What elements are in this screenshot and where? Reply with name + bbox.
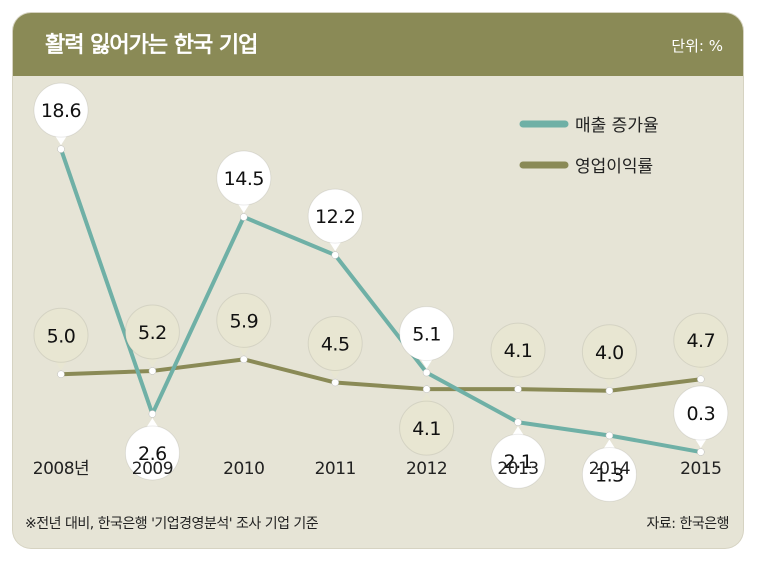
sales-value-3-bubble	[307, 188, 363, 244]
profit-point-1	[148, 367, 157, 375]
source-note: 자료: 한국은행	[646, 516, 730, 532]
x-tick-label-0: 2008년	[33, 459, 89, 479]
x-tick-label-6: 2014	[589, 459, 630, 479]
profit-point-0	[57, 370, 65, 378]
series-line-sales	[59, 148, 702, 455]
legend-label-sales: 매출 증가율	[575, 116, 659, 136]
sales-value-2-label: 14.5	[224, 168, 264, 190]
legend-label-profit: 영업이익률	[575, 157, 653, 177]
profit-point-5	[514, 385, 522, 393]
profit-value-0-bubble	[33, 307, 89, 363]
sales-point-4	[422, 368, 431, 377]
profit-value-3-label: 4.5	[321, 334, 350, 356]
profit-value-6-bubble	[581, 324, 637, 380]
sales-value-5-label: 2.1	[504, 451, 533, 473]
profit-value-4-bubble	[399, 400, 455, 456]
sales-point-1	[148, 410, 157, 418]
profit-value-4-label: 4.1	[412, 418, 441, 440]
x-tick-label-7: 2015	[680, 459, 721, 479]
sales-point-3	[331, 251, 339, 259]
sales-value-5-bubble	[490, 433, 546, 489]
sales-value-3-label: 12.2	[315, 206, 355, 228]
profit-value-7-bubble	[673, 312, 729, 368]
sales-value-0-label: 18.6	[41, 100, 81, 122]
x-tick-label-5: 2013	[497, 459, 538, 479]
x-tick-label-3: 2011	[315, 459, 356, 479]
sales-value-4-bubble	[399, 306, 455, 362]
profit-point-7	[697, 375, 705, 383]
x-tick-label-1: 2009	[132, 459, 173, 479]
unit-label: 단위: %	[671, 37, 723, 55]
sales-value-1-label: 2.6	[138, 443, 167, 465]
sales-point-5	[514, 418, 522, 426]
series-line-profit	[60, 357, 702, 393]
profit-point-6	[605, 387, 614, 395]
profit-point-3	[331, 378, 339, 387]
profit-value-2-label: 5.9	[229, 310, 258, 332]
sales-value-0-bubble	[33, 82, 89, 138]
sales-value-7-label: 0.3	[686, 403, 715, 425]
sales-value-6-label: 1.3	[595, 464, 624, 486]
sales-point-0	[57, 145, 65, 153]
profit-value-7-label: 4.7	[686, 330, 715, 352]
sales-point-2	[240, 213, 248, 221]
chart-title: 활력 잃어가는 한국 기업	[45, 33, 258, 58]
x-tick-label-4: 2012	[406, 459, 447, 479]
profit-value-3-bubble	[307, 316, 363, 372]
sales-point-7	[697, 448, 705, 456]
footnote: ※전년 대비, 한국은행 '기업경영분석' 조사 기업 기준	[25, 516, 319, 532]
sales-point-6	[605, 431, 614, 440]
profit-point-2	[240, 355, 248, 364]
sales-value-6-bubble	[581, 446, 637, 502]
sales-value-2-bubble	[216, 150, 272, 206]
profit-value-2-bubble	[216, 292, 272, 348]
sales-value-7-bubble	[673, 385, 729, 441]
profit-value-5-bubble	[490, 322, 546, 378]
sales-value-1-bubble	[124, 425, 180, 481]
x-tick-label-2: 2010	[223, 459, 264, 479]
profit-point-4	[422, 385, 431, 393]
profit-value-1-bubble	[124, 304, 180, 360]
title-bar: 활력 잃어가는 한국 기업 단위: %	[13, 13, 743, 76]
sales-value-4-label: 5.1	[412, 324, 441, 346]
profit-value-0-label: 5.0	[47, 325, 76, 347]
profit-value-5-label: 4.1	[504, 340, 533, 362]
profit-value-6-label: 4.0	[595, 342, 624, 364]
profit-value-1-label: 5.2	[138, 322, 167, 344]
